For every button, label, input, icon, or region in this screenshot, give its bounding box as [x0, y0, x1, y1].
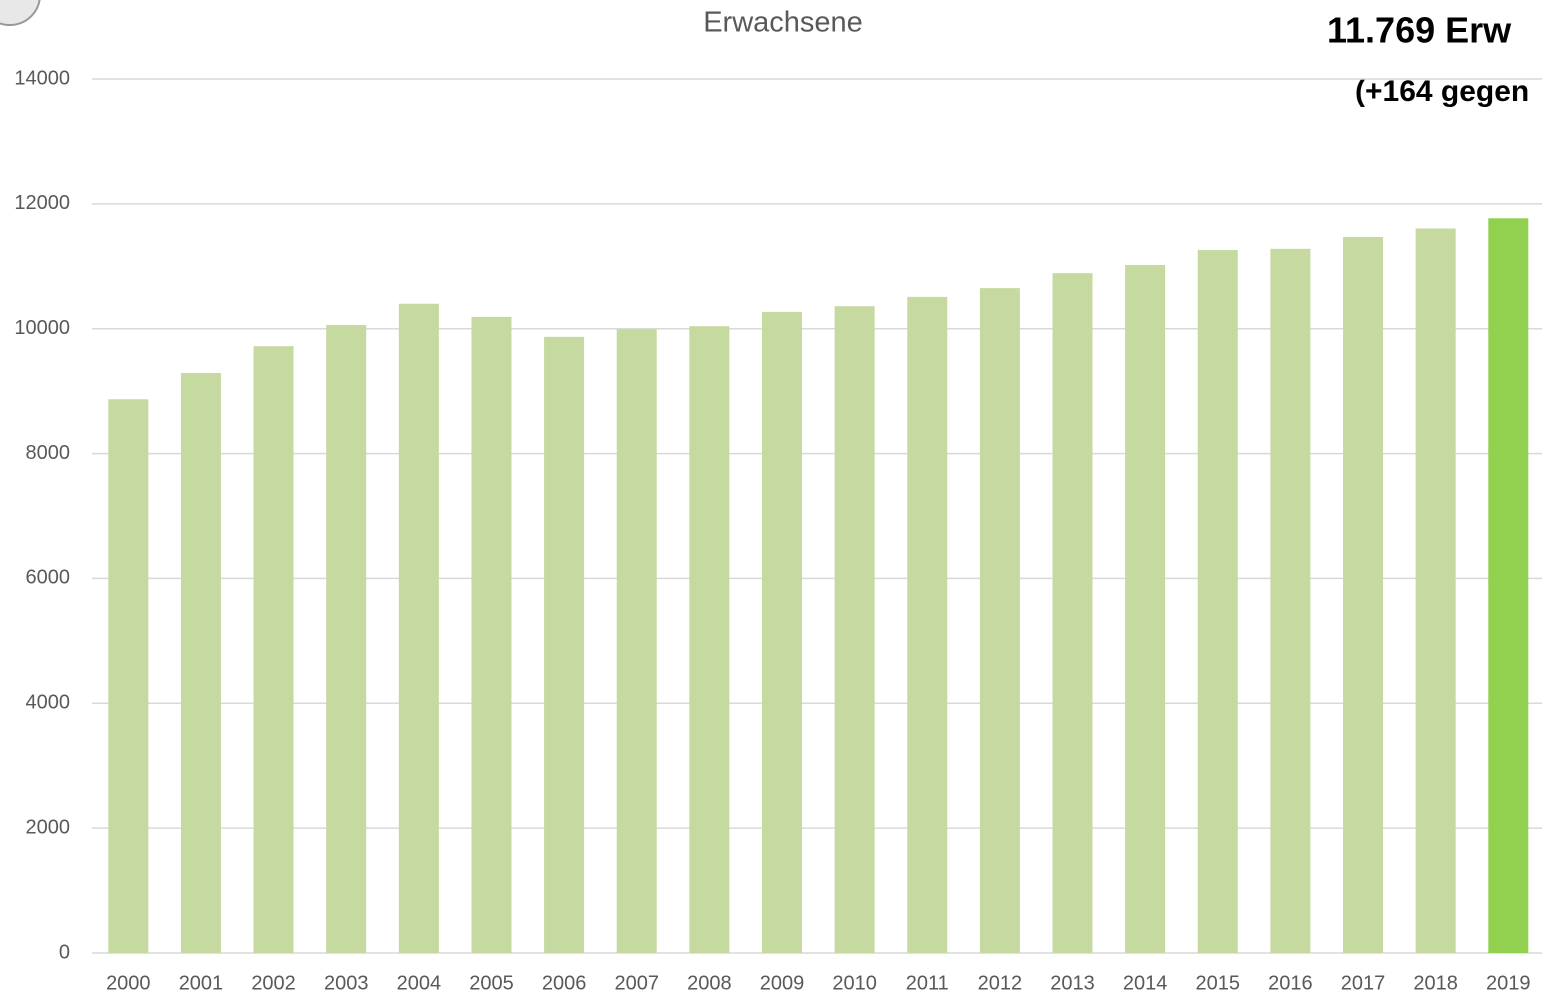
x-tick-label: 2008	[687, 972, 732, 994]
bar	[689, 326, 730, 953]
bar	[1415, 228, 1456, 954]
x-tick-label: 2001	[179, 972, 224, 994]
x-tick-label: 2019	[1486, 972, 1531, 994]
annotation: (+164 gegen	[1355, 75, 1529, 108]
y-tick-label: 12000	[14, 192, 70, 214]
x-tick-label: 2005	[469, 972, 514, 994]
x-tick-label: 2003	[324, 972, 369, 994]
bar	[979, 288, 1020, 953]
y-tick-label: 4000	[26, 692, 71, 714]
bar	[326, 324, 367, 953]
bar	[761, 311, 802, 953]
x-tick-label: 2012	[978, 972, 1023, 994]
x-tick-label: 2016	[1268, 972, 1313, 994]
bar	[1197, 250, 1238, 953]
x-tick-label: 2014	[1123, 972, 1168, 994]
bar	[834, 306, 875, 953]
y-tick-label: 2000	[26, 816, 71, 838]
x-tick-label: 2013	[1050, 972, 1095, 994]
bar	[108, 399, 149, 954]
bar	[253, 346, 294, 953]
x-tick-label: 2006	[542, 972, 587, 994]
x-tick-label: 2009	[760, 972, 805, 994]
bar	[544, 336, 585, 954]
bar	[1270, 248, 1311, 953]
bar	[471, 316, 512, 953]
bar	[1052, 273, 1093, 954]
bar	[398, 303, 439, 953]
y-tick-label: 14000	[14, 67, 70, 89]
y-tick-label: 6000	[26, 567, 71, 589]
x-tick-label: 2011	[906, 972, 949, 994]
chart-title: Erwachsene	[703, 7, 863, 39]
bar	[180, 373, 221, 953]
bar	[616, 329, 657, 953]
y-tick-label: 0	[59, 941, 70, 963]
x-tick-label: 2007	[614, 972, 659, 994]
x-tick-label: 2015	[1196, 972, 1241, 994]
logo	[0, 0, 41, 26]
bar	[1343, 236, 1384, 954]
x-tick-label: 2000	[106, 972, 151, 994]
x-tick-label: 2017	[1341, 972, 1386, 994]
bar	[907, 296, 948, 953]
y-tick-label: 8000	[26, 442, 71, 464]
x-tick-label: 2010	[832, 972, 877, 994]
bar	[1488, 218, 1529, 953]
annotation: 11.769 Erw	[1327, 10, 1512, 51]
x-tick-label: 2018	[1413, 972, 1458, 994]
y-tick-label: 10000	[14, 317, 70, 339]
x-tick-label: 2004	[397, 972, 442, 994]
bar	[1125, 265, 1166, 954]
x-tick-label: 2002	[251, 972, 296, 994]
